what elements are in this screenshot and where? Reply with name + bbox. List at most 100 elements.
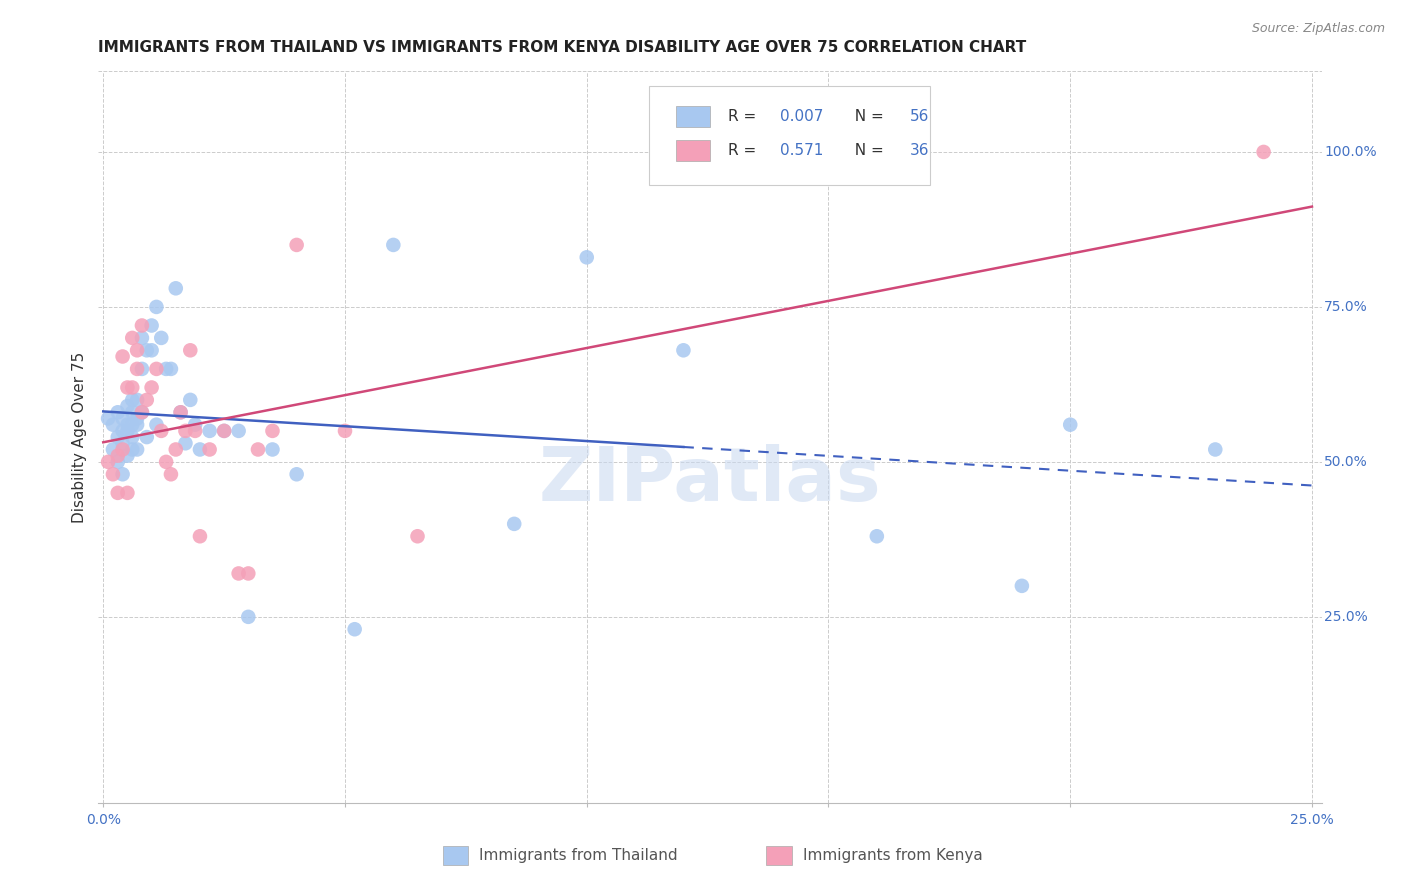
Point — [117, 449, 139, 463]
Point — [246, 442, 269, 457]
Point — [165, 442, 187, 457]
Point — [131, 331, 153, 345]
Text: R =: R = — [728, 143, 762, 158]
Point — [127, 343, 149, 358]
Point — [127, 442, 149, 457]
Text: 100.0%: 100.0% — [1324, 145, 1376, 159]
Point — [135, 430, 157, 444]
Point — [135, 343, 157, 358]
Point — [141, 318, 163, 333]
Point — [127, 362, 149, 376]
Point — [117, 417, 139, 432]
Text: R =: R = — [728, 109, 762, 124]
Point — [111, 350, 134, 364]
Point — [111, 442, 134, 457]
Point — [1204, 442, 1226, 457]
Point — [262, 442, 284, 457]
Text: IMMIGRANTS FROM THAILAND VS IMMIGRANTS FROM KENYA DISABILITY AGE OVER 75 CORRELA: IMMIGRANTS FROM THAILAND VS IMMIGRANTS F… — [98, 40, 1026, 55]
Point — [135, 392, 157, 407]
Point — [131, 405, 153, 419]
Point — [333, 424, 356, 438]
Point — [262, 424, 284, 438]
Point — [107, 449, 129, 463]
Point — [285, 467, 308, 482]
Point — [866, 529, 889, 543]
Point — [121, 331, 143, 345]
Point — [141, 380, 163, 394]
Point — [111, 411, 134, 425]
FancyBboxPatch shape — [676, 106, 710, 127]
Text: N =: N = — [845, 109, 889, 124]
Point — [127, 392, 149, 407]
Point — [121, 442, 143, 457]
Y-axis label: Disability Age Over 75: Disability Age Over 75 — [72, 351, 87, 523]
Point — [198, 442, 221, 457]
Text: Source: ZipAtlas.com: Source: ZipAtlas.com — [1251, 22, 1385, 36]
Text: 50.0%: 50.0% — [1324, 455, 1368, 469]
Point — [121, 430, 143, 444]
Point — [174, 436, 197, 450]
Point — [575, 250, 598, 264]
Point — [184, 424, 207, 438]
Point — [111, 436, 134, 450]
Point — [672, 343, 695, 358]
Point — [188, 442, 211, 457]
Text: ZIPatlas: ZIPatlas — [538, 444, 882, 517]
Point — [169, 405, 191, 419]
Point — [150, 424, 173, 438]
Point — [97, 411, 120, 425]
Point — [179, 392, 201, 407]
Point — [238, 610, 260, 624]
Point — [198, 424, 221, 438]
Point — [382, 238, 405, 252]
Point — [131, 318, 153, 333]
Point — [107, 455, 129, 469]
Text: N =: N = — [845, 143, 889, 158]
Text: Immigrants from Thailand: Immigrants from Thailand — [479, 848, 678, 863]
Point — [127, 417, 149, 432]
Point — [160, 362, 183, 376]
Text: 0.007: 0.007 — [780, 109, 823, 124]
Point — [111, 424, 134, 438]
Point — [503, 516, 526, 531]
Point — [169, 405, 191, 419]
Point — [117, 424, 139, 438]
Point — [107, 405, 129, 419]
Point — [127, 411, 149, 425]
Point — [145, 300, 167, 314]
Point — [121, 417, 143, 432]
Point — [117, 399, 139, 413]
Point — [160, 467, 183, 482]
Point — [174, 424, 197, 438]
Text: 25.0%: 25.0% — [1324, 610, 1368, 624]
Point — [107, 430, 129, 444]
FancyBboxPatch shape — [676, 140, 710, 161]
Point — [184, 417, 207, 432]
Text: 56: 56 — [910, 109, 929, 124]
Point — [145, 417, 167, 432]
Point — [155, 362, 177, 376]
Point — [131, 405, 153, 419]
Point — [1011, 579, 1033, 593]
Point — [101, 467, 124, 482]
Point — [117, 486, 139, 500]
Point — [1253, 145, 1275, 159]
Point — [131, 362, 153, 376]
Point — [179, 343, 201, 358]
Point — [406, 529, 429, 543]
Point — [212, 424, 235, 438]
Point — [343, 622, 366, 636]
Point — [107, 486, 129, 500]
Point — [228, 566, 250, 581]
Point — [145, 362, 167, 376]
FancyBboxPatch shape — [648, 86, 931, 185]
Point — [121, 380, 143, 394]
Point — [165, 281, 187, 295]
Point — [101, 442, 124, 457]
Text: 0.571: 0.571 — [780, 143, 823, 158]
Point — [101, 417, 124, 432]
Point — [155, 455, 177, 469]
Point — [97, 455, 120, 469]
Point — [212, 424, 235, 438]
Point — [1059, 417, 1081, 432]
